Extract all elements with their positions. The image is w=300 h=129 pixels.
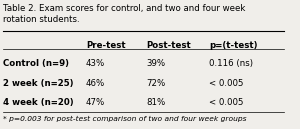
Text: Control (n=9): Control (n=9)	[3, 59, 69, 68]
Text: 0.116 (ns): 0.116 (ns)	[209, 59, 253, 68]
Text: < 0.005: < 0.005	[209, 98, 244, 107]
Text: 81%: 81%	[146, 98, 166, 107]
Text: Post-test: Post-test	[146, 41, 191, 50]
Text: 43%: 43%	[86, 59, 105, 68]
Text: 46%: 46%	[86, 79, 105, 88]
Text: 4 week (n=20): 4 week (n=20)	[3, 98, 74, 107]
Text: 39%: 39%	[146, 59, 165, 68]
Text: Pre-test: Pre-test	[86, 41, 126, 50]
Text: < 0.005: < 0.005	[209, 79, 244, 88]
Text: 47%: 47%	[86, 98, 105, 107]
Text: p=(t-test): p=(t-test)	[209, 41, 258, 50]
Text: 72%: 72%	[146, 79, 166, 88]
Text: * p=0.003 for post-test comparison of two and four week groups: * p=0.003 for post-test comparison of tw…	[3, 116, 246, 122]
Text: Table 2. Exam scores for control, and two and four week: Table 2. Exam scores for control, and tw…	[3, 4, 245, 13]
Text: rotation students.: rotation students.	[3, 15, 80, 25]
Text: 2 week (n=25): 2 week (n=25)	[3, 79, 74, 88]
